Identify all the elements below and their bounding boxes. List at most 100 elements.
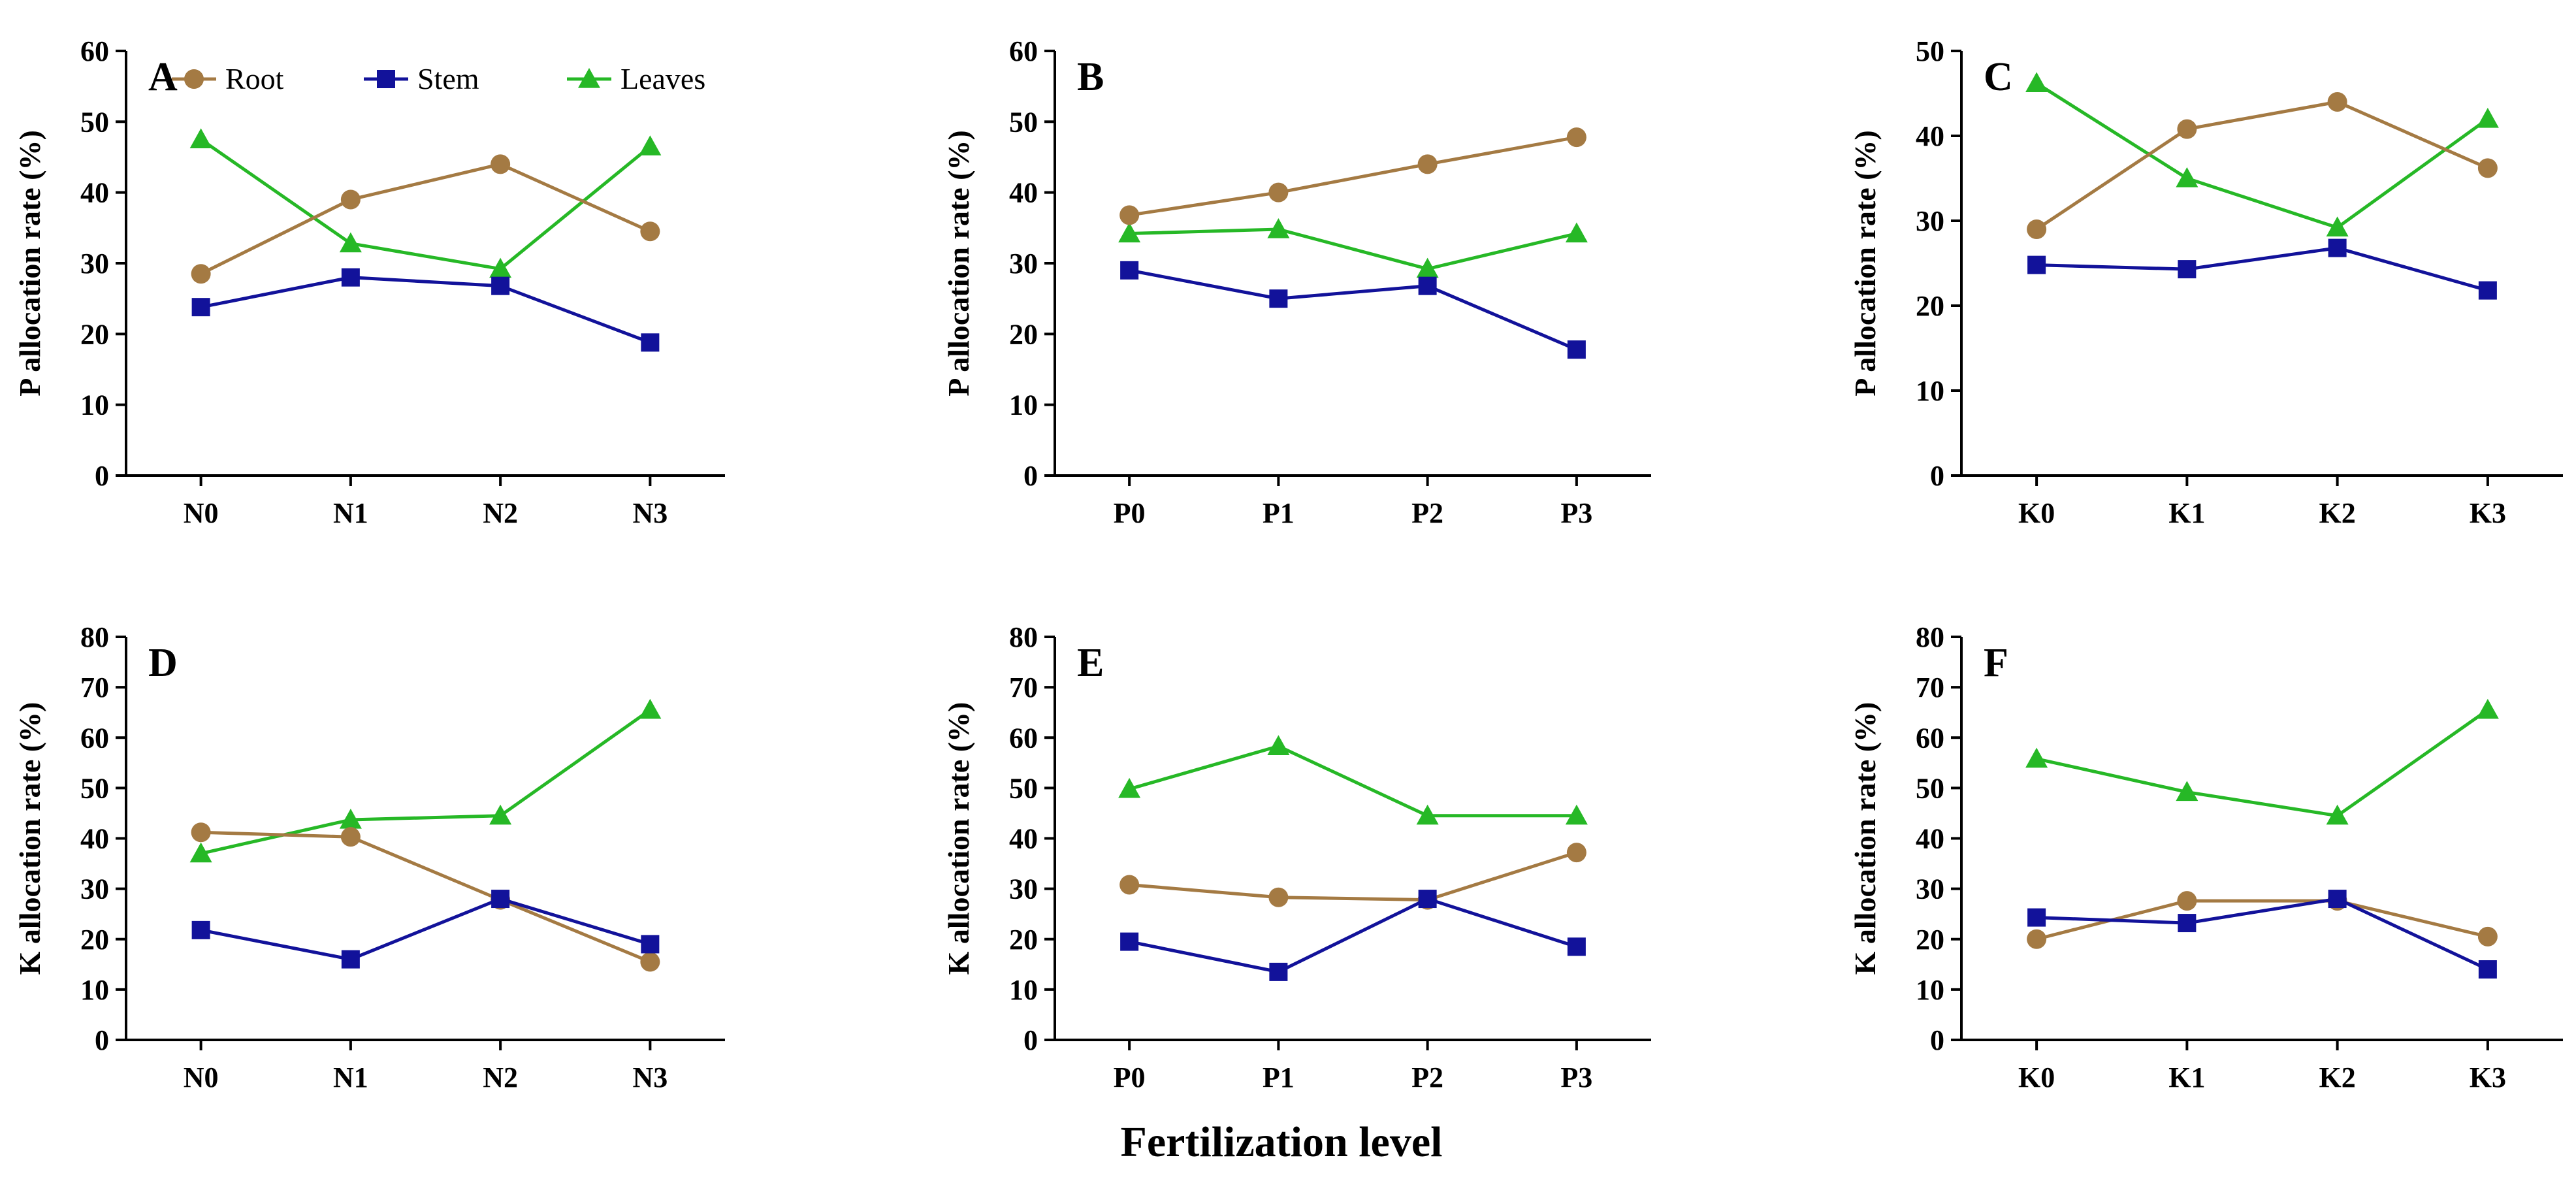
panel-c: 0 10 20 30 40 50 K0 K1 K2 K3 P allocation rate (%)… xyxy=(1848,35,2563,529)
panel-label-b: B xyxy=(1077,55,1104,99)
y-tick-label: 10 xyxy=(80,974,109,1006)
y-tick-label: 40 xyxy=(80,823,109,855)
series-line-stem xyxy=(201,276,651,344)
y-tick-label: 10 xyxy=(80,389,109,421)
figure-x-axis-label: Fertilization level xyxy=(1121,1118,1443,1166)
series-line-root xyxy=(2035,100,2488,231)
point-root-k2 xyxy=(2327,92,2347,112)
y-tick-label: 0 xyxy=(95,460,109,492)
point-root-p0 xyxy=(1119,205,1140,225)
y-tick-label: 70 xyxy=(80,671,109,704)
y-axis-label: K allocation rate (%) xyxy=(942,702,975,975)
x-tick-label-k3: K3 xyxy=(2470,1061,2506,1093)
point-stem-k1 xyxy=(2178,914,2197,933)
point-stem-n3 xyxy=(641,935,660,954)
point-leaves-p2 xyxy=(1416,804,1439,825)
y-tick-label: 70 xyxy=(1916,671,1944,704)
x-tick-label-p2: P2 xyxy=(1411,1061,1443,1093)
y-tick-label: 30 xyxy=(1916,205,1944,237)
point-stem-k2 xyxy=(2328,238,2347,257)
x-tick-label-k1: K1 xyxy=(2168,497,2205,529)
y-tick-label: 20 xyxy=(80,318,109,350)
series-line-root xyxy=(1129,135,1577,217)
point-leaves-n0 xyxy=(189,128,212,149)
point-stem-p0 xyxy=(1120,932,1139,951)
point-leaves-n0 xyxy=(189,842,212,863)
y-tick-label: 10 xyxy=(1009,389,1038,421)
y-tick-label: 80 xyxy=(1916,621,1944,653)
y-tick-label: 60 xyxy=(80,35,109,67)
series-root xyxy=(191,822,660,972)
y-tick-label: 0 xyxy=(1023,460,1038,492)
legend-marker-leaves xyxy=(578,68,600,88)
y-tick-label: 30 xyxy=(80,873,109,905)
point-leaves-k3 xyxy=(2476,698,2499,719)
panel-label-a: A xyxy=(148,55,178,99)
series-root xyxy=(191,154,660,284)
y-tick-label: 20 xyxy=(1916,290,1944,322)
point-leaves-n2 xyxy=(489,257,512,278)
y-tick-label: 10 xyxy=(1009,974,1038,1006)
y-tick-label: 60 xyxy=(1009,722,1038,754)
point-leaves-k3 xyxy=(2476,108,2499,128)
point-leaves-p1 xyxy=(1267,218,1290,238)
x-tick-label-n3: N3 xyxy=(632,1061,668,1093)
series-root xyxy=(2027,92,2498,239)
point-root-p3 xyxy=(1566,843,1586,863)
x-tick-label-n2: N2 xyxy=(483,1061,518,1093)
y-axis-label: P allocation rate (%) xyxy=(942,130,975,396)
panel-e: 0 10 20 30 40 50 60 70 80 P0 P1 P2 P3 K allocation ra… xyxy=(942,621,1651,1093)
y-tick-label: 30 xyxy=(80,248,109,280)
point-root-p3 xyxy=(1566,127,1586,148)
y-axis-label: K allocation rate (%) xyxy=(1848,702,1882,975)
series-stem xyxy=(191,268,660,352)
series-stem xyxy=(2027,890,2497,979)
point-stem-k0 xyxy=(2027,908,2046,927)
point-stem-p2 xyxy=(1418,276,1437,295)
point-root-n1 xyxy=(340,827,361,847)
point-root-n1 xyxy=(340,189,361,210)
legend-label-root: Root xyxy=(225,62,284,95)
point-leaves-p0 xyxy=(1118,777,1141,798)
series-root xyxy=(1119,127,1586,225)
series-line-root xyxy=(201,830,651,963)
legend-item-root: Root xyxy=(172,62,284,95)
series-line-stem xyxy=(201,897,651,962)
point-root-k0 xyxy=(2027,929,2047,949)
legend-label-leaves: Leaves xyxy=(620,62,705,95)
series-line-leaves xyxy=(2036,708,2489,818)
x-tick-label-k2: K2 xyxy=(2319,497,2356,529)
y-tick-label: 40 xyxy=(80,177,109,209)
y-tick-label: 40 xyxy=(1916,823,1944,855)
series-line-root xyxy=(200,162,651,276)
y-tick-label: 40 xyxy=(1009,177,1038,209)
panel-label-e: E xyxy=(1077,641,1104,685)
point-stem-k3 xyxy=(2478,960,2497,979)
point-root-k1 xyxy=(2177,119,2197,139)
point-stem-n3 xyxy=(641,333,660,352)
point-root-n0 xyxy=(191,822,211,843)
point-stem-n1 xyxy=(341,268,360,287)
y-tick-label: 30 xyxy=(1916,873,1944,905)
series-stem xyxy=(1120,890,1586,981)
point-root-n2 xyxy=(491,154,511,174)
point-leaves-p3 xyxy=(1565,222,1588,243)
y-tick-label: 40 xyxy=(1009,823,1038,855)
y-tick-label: 0 xyxy=(1023,1024,1038,1056)
series-line-leaves xyxy=(200,138,651,271)
series-stem xyxy=(2027,238,2497,300)
point-stem-n1 xyxy=(341,950,360,969)
panel-a: 0 10 20 30 40 50 60 N0 N1 N2 N3 P allocation rate (… xyxy=(13,35,725,529)
series-line-leaves xyxy=(2035,82,2489,230)
point-stem-p3 xyxy=(1567,340,1586,359)
panel-b: 0 10 20 30 40 50 60 P0 P1 P2 P3 P allocation rate (… xyxy=(942,35,1651,529)
point-leaves-p0 xyxy=(1118,222,1141,243)
point-stem-n2 xyxy=(491,276,510,295)
series-leaves xyxy=(2025,698,2499,825)
x-tick-label-p1: P1 xyxy=(1263,497,1295,529)
point-stem-n0 xyxy=(191,298,210,317)
point-leaves-p2 xyxy=(1416,257,1439,278)
series-stem xyxy=(191,890,660,969)
x-tick-label-k2: K2 xyxy=(2319,1061,2356,1093)
y-tick-label: 20 xyxy=(1009,924,1038,956)
